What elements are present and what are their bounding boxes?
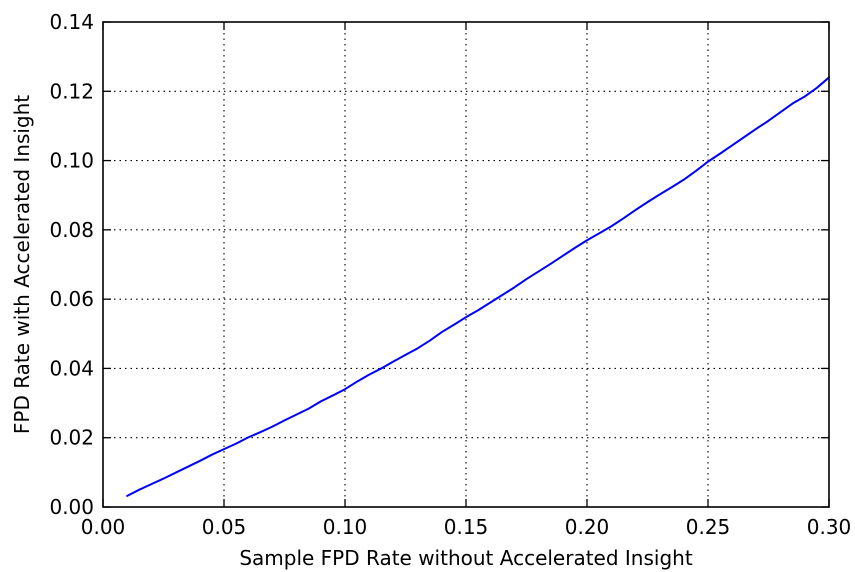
y-tick-label: 0.04 <box>49 356 94 380</box>
series-line <box>126 76 830 497</box>
x-tick-label: 0.10 <box>323 515 368 539</box>
series-layer <box>126 76 830 497</box>
x-tick-label: 0.20 <box>565 515 610 539</box>
tick-marks <box>102 21 830 508</box>
x-tick-label: 0.30 <box>807 515 852 539</box>
y-tick-label: 0.02 <box>49 426 94 450</box>
x-tick-label: 0.05 <box>202 515 247 539</box>
grid-lines <box>103 22 829 507</box>
x-tick-label: 0.25 <box>686 515 731 539</box>
y-tick-label: 0.00 <box>49 495 94 519</box>
y-tick-label: 0.08 <box>49 218 94 242</box>
x-tick-label: 0.00 <box>81 515 126 539</box>
y-axis-label: FPD Rate with Accelerated Insight <box>10 95 34 434</box>
y-tick-label: 0.06 <box>49 287 94 311</box>
y-tick-label: 0.14 <box>49 10 94 34</box>
x-tick-labels: 0.00 0.05 0.10 0.15 0.20 0.25 0.30 <box>81 515 852 539</box>
y-tick-labels: 0.00 0.02 0.04 0.06 0.08 0.10 0.12 0.14 <box>49 10 94 519</box>
x-tick-label: 0.15 <box>444 515 489 539</box>
y-tick-label: 0.10 <box>49 149 94 173</box>
y-tick-label: 0.12 <box>49 79 94 103</box>
x-axis-label: Sample FPD Rate without Accelerated Insi… <box>239 546 693 570</box>
